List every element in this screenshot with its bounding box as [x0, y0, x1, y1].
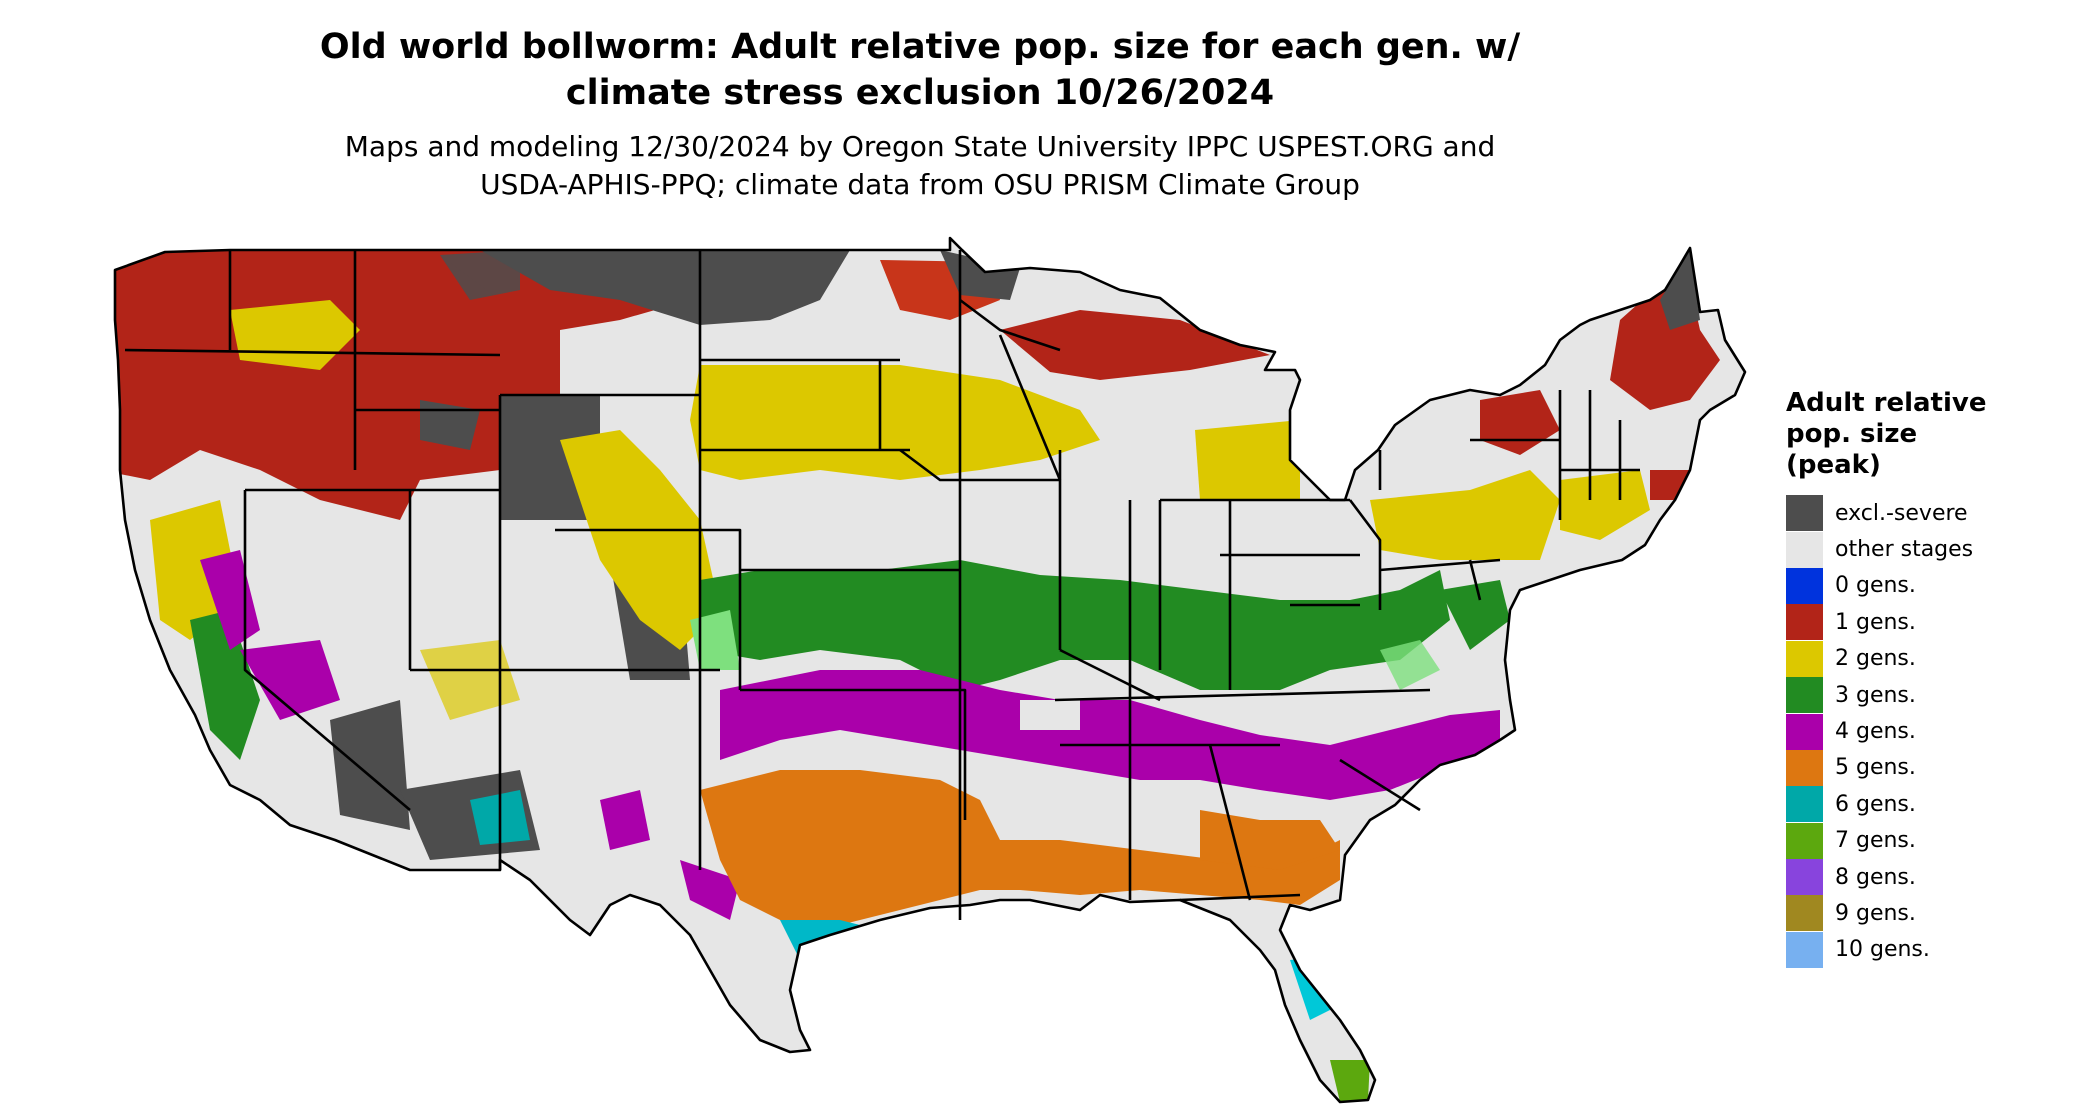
- legend-label: 1 gens.: [1835, 609, 1916, 635]
- legend-swatch: [1786, 859, 1823, 896]
- legend-swatch: [1786, 749, 1823, 786]
- legend-label: other stages: [1835, 537, 1974, 563]
- legend-swatch: [1786, 786, 1823, 823]
- legend-swatch: [1786, 495, 1823, 532]
- legend-item: 7 gens.: [1786, 822, 2086, 859]
- legend-label: 4 gens.: [1835, 719, 1916, 745]
- legend-title: Adult relative pop. size (peak): [1786, 388, 2086, 481]
- legend-item: 4 gens.: [1786, 713, 2086, 750]
- legend-label: 9 gens.: [1835, 900, 1916, 926]
- generation-raster: [115, 238, 1745, 1102]
- legend-swatch: [1786, 531, 1823, 568]
- legend-swatch: [1786, 604, 1823, 641]
- state-borders: [113, 236, 1747, 1104]
- map-title: Old world bollworm: Adult relative pop. …: [180, 24, 1660, 116]
- map-subtitle: Maps and modeling 12/30/2024 by Oregon S…: [180, 128, 1660, 204]
- legend-title-line: (peak): [1786, 450, 1881, 480]
- legend-item: 2 gens.: [1786, 640, 2086, 677]
- legend-swatch: [1786, 822, 1823, 859]
- legend-swatch: [1786, 677, 1823, 714]
- legend-label: 8 gens.: [1835, 864, 1916, 890]
- map-subtitle-line-1: Maps and modeling 12/30/2024 by Oregon S…: [344, 130, 1496, 163]
- legend-label: 6 gens.: [1835, 791, 1916, 817]
- legend-item: 1 gens.: [1786, 604, 2086, 641]
- legend-label: 5 gens.: [1835, 755, 1916, 781]
- legend-items: excl.-severe other stages 0 gens. 1 gens. 2 …: [1786, 495, 2086, 968]
- legend-item: 8 gens.: [1786, 859, 2086, 896]
- legend-swatch: [1786, 931, 1823, 968]
- legend-swatch: [1786, 713, 1823, 750]
- map-title-line-1: Old world bollworm: Adult relative pop. …: [319, 27, 1521, 67]
- legend-label: 3 gens.: [1835, 682, 1916, 708]
- legend-item: 3 gens.: [1786, 677, 2086, 714]
- legend-item: 6 gens.: [1786, 786, 2086, 823]
- legend-label: 0 gens.: [1835, 573, 1916, 599]
- legend-item: excl.-severe: [1786, 495, 2086, 532]
- legend-swatch: [1786, 567, 1823, 604]
- legend-label: 10 gens.: [1835, 937, 1930, 963]
- map-title-line-2: climate stress exclusion 10/26/2024: [565, 73, 1275, 113]
- legend-item: 9 gens.: [1786, 895, 2086, 932]
- legend-item: 5 gens.: [1786, 749, 2086, 786]
- legend-item: 0 gens.: [1786, 567, 2086, 604]
- legend-label: 7 gens.: [1835, 828, 1916, 854]
- map-legend: Adult relative pop. size (peak) excl.-se…: [1786, 388, 2086, 968]
- legend-item: other stages: [1786, 531, 2086, 568]
- legend-swatch: [1786, 640, 1823, 677]
- legend-swatch: [1786, 895, 1823, 932]
- map-subtitle-line-2: USDA-APHIS-PPQ; climate data from OSU PR…: [480, 168, 1360, 201]
- legend-label: 2 gens.: [1835, 646, 1916, 672]
- legend-title-line: Adult relative: [1786, 388, 1987, 418]
- legend-title-line: pop. size: [1786, 419, 1918, 449]
- legend-label: excl.-severe: [1835, 500, 1968, 526]
- legend-item: 10 gens.: [1786, 931, 2086, 968]
